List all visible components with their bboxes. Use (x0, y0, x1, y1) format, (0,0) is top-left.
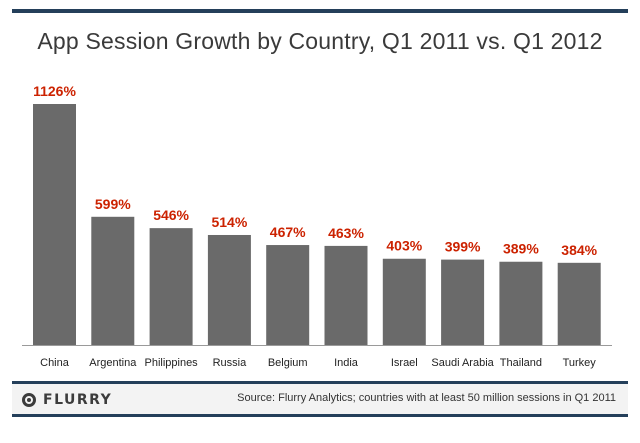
data-label: 403% (386, 238, 422, 254)
data-label: 467% (270, 224, 306, 240)
flurry-logo: FLURRY (22, 390, 112, 410)
category-label: Russia (213, 357, 248, 369)
data-label: 389% (503, 241, 539, 257)
flurry-logo-icon (22, 393, 36, 407)
category-label: Israel (391, 357, 418, 369)
flurry-logo-text: FLURRY (43, 392, 113, 408)
category-label: Saudi Arabia (431, 357, 494, 369)
category-label: China (40, 357, 70, 369)
data-label: 514% (211, 214, 247, 230)
category-label: Thailand (500, 357, 542, 369)
category-label: Belgium (268, 357, 308, 369)
bar-saudi-arabia (441, 259, 485, 345)
source-note: Source: Flurry Analytics; countries with… (237, 392, 616, 404)
category-label: Turkey (563, 357, 597, 369)
data-label: 1126% (33, 83, 76, 99)
bar-china (33, 104, 76, 345)
bar-thailand (499, 261, 543, 345)
data-label: 399% (445, 239, 481, 255)
bar-israel (382, 258, 426, 345)
category-label: Philippines (144, 357, 198, 369)
data-label: 463% (328, 225, 364, 241)
data-label: 546% (153, 207, 189, 223)
bar-russia (207, 234, 251, 345)
bar-philippines (149, 228, 193, 345)
footer-bottom-rule (12, 414, 628, 417)
bar-turkey (557, 262, 601, 345)
footer-top-rule (12, 381, 628, 384)
bar-argentina (91, 216, 135, 345)
data-label: 599% (95, 196, 131, 212)
data-label: 384% (561, 242, 597, 258)
category-label: India (334, 357, 359, 369)
bar-belgium (266, 245, 310, 345)
top-rule (12, 9, 628, 13)
footer-band (12, 384, 628, 414)
category-label: Argentina (89, 357, 137, 369)
chart-title: App Session Growth by Country, Q1 2011 v… (37, 28, 603, 54)
bar-india (324, 245, 368, 345)
bar-chart: 1126% China 599% Argentina 546% Philippines 51… (22, 83, 612, 369)
